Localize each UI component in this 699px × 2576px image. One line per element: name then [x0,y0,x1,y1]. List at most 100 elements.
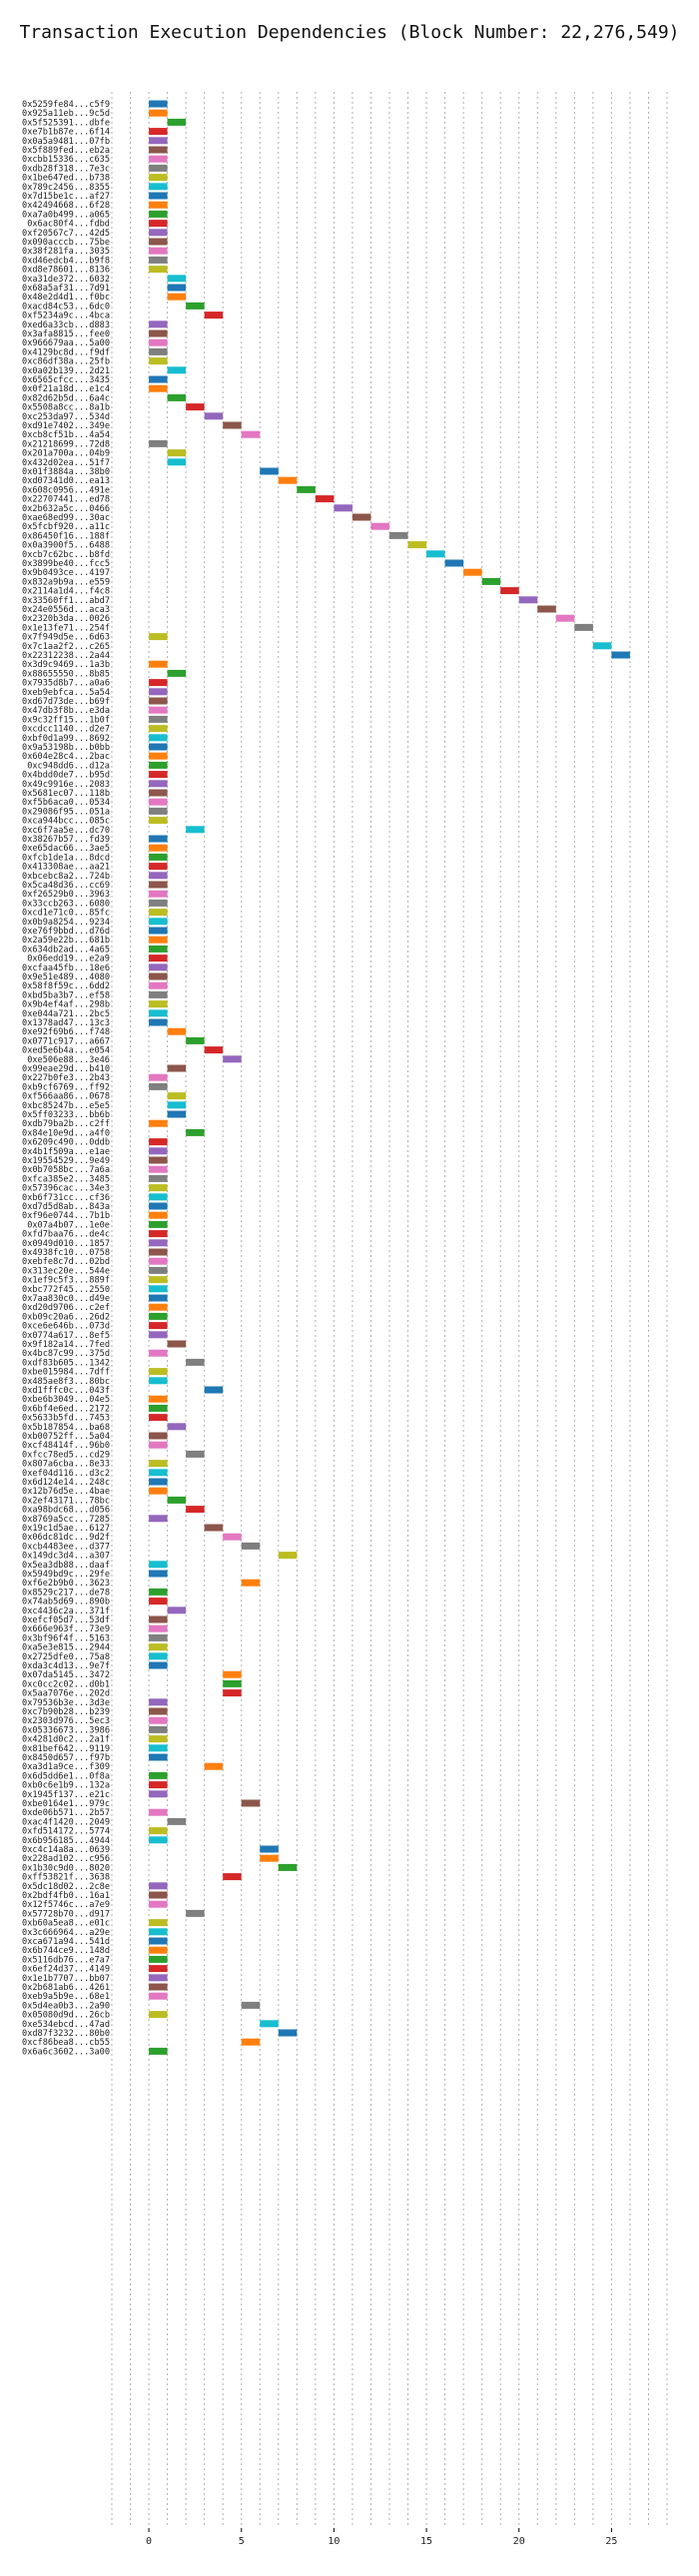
transaction-label: 0x604e28c4...2bac [22,752,110,762]
transaction-bar [149,706,168,714]
transaction-label: 0xd7d5d8ab...843a [22,1202,110,1212]
transaction-label: 0x3c666964...a29e [22,1928,110,1938]
transaction-label: 0x925a11eb...9c5d [22,109,110,119]
transaction-label: 0x313ec20e...544e [22,1266,110,1276]
transaction-bar [241,1542,261,1550]
transaction-label: 0xefcf05d7...53df [22,1615,110,1625]
transaction-label: 0x1378ad47...13c3 [22,1018,110,1028]
transaction-bar [149,347,168,355]
transaction-bar [223,1055,242,1063]
transaction-bar [149,881,168,889]
transaction-label: 0xbd5ba3b7...ef58 [22,990,110,1000]
transaction-bar [167,293,187,301]
transaction-label: 0x8529c217...de78 [22,1588,110,1598]
transaction-label: 0x0771c917...a667 [22,1036,110,1046]
transaction-bar [204,1046,224,1054]
transaction-bar [186,403,205,411]
transaction-label: 0x228ad102...c956 [22,1854,110,1864]
transaction-label: 0x634db2ad...4a65 [22,945,110,955]
transaction-label: 0xfcb1de1a...8dcd [22,853,110,863]
transaction-label: 0x0774a617...8ef5 [22,1331,110,1341]
transaction-label: 0xac4f1420...2049 [22,1817,110,1827]
x-tick-label: 20 [513,2536,525,2547]
transaction-label: 0x86450f16...188f [22,531,110,541]
transaction-bar [149,229,168,237]
transaction-label: 0xe65dac66...3ae5 [22,844,110,854]
transaction-bar [149,375,168,383]
transaction-bar [149,890,168,898]
transaction-label: 0xd91e7402...349e [22,421,110,431]
bars [149,100,630,2055]
transaction-bar [149,128,168,136]
transaction-label: 0xfd514172...5774 [22,1827,110,1837]
transaction-bar [149,807,168,815]
transaction-bar [186,1450,205,1458]
transaction-label: 0x21218699...72d8 [22,439,110,449]
transaction-bar [223,1873,242,1881]
transaction-label: 0x5ea3db88...daaf [22,1561,110,1571]
transaction-label: 0xe044a721...2bc5 [22,1009,110,1019]
transaction-label: 0xcf86bea8...cb55 [22,2038,110,2048]
transaction-label: 0x9b0493ce...4197 [22,568,110,578]
transaction-label: 0x227b0fe3...2b43 [22,1073,110,1083]
transaction-bar [149,1193,168,1201]
transaction-label: 0x608c0956...491e [22,485,110,495]
transaction-label: 0x33ccb263...6080 [22,899,110,909]
transaction-bar [149,1349,168,1357]
transaction-label: 0x82d62b5d...6a4c [22,393,110,403]
transaction-label: 0xce6e646b...073d [22,1322,110,1332]
transaction-label: 0x0a3900f5...6488 [22,541,110,551]
transaction-bar [407,541,427,549]
transaction-label: 0xfd7baa76...de4c [22,1230,110,1240]
transaction-label: 0x2303d976...5ec3 [22,1716,110,1726]
transaction-label: 0x8769a5cc...7285 [22,1515,110,1525]
transaction-label: 0xb6f731cc...cf36 [22,1193,110,1203]
transaction-bar [389,531,408,539]
y-axis-labels: 0x5259fe84...c5f90x925a11eb...9c5d0x5f52… [22,100,110,2057]
transaction-bar [167,669,187,677]
transaction-label: 0xcdcc1140...d2e7 [22,725,110,735]
transaction-bar [149,1624,168,1632]
transaction-label: 0xf26529b0...3963 [22,890,110,900]
transaction-label: 0x666e963f...73e9 [22,1624,110,1634]
transaction-label: 0x090acccb...75be [22,238,110,248]
transaction-bar [149,109,168,117]
transaction-label: 0xe76f9bbd...d76d [22,927,110,937]
transaction-label: 0x7aa830c0...d49e [22,1294,110,1304]
transaction-bar [149,321,168,328]
transaction-bar [149,1395,168,1403]
transaction-label: 0x149dc3d4...a307 [22,1552,110,1562]
transaction-label: 0x5116db76...e7a7 [22,1955,110,1965]
transaction-label: 0x4281d0c2...2a1f [22,1735,110,1745]
transaction-bar [204,1524,224,1532]
transaction-label: 0x9c32ff15...1b0f [22,715,110,725]
transaction-label: 0xca671a94...541d [22,1937,110,1947]
transaction-label: 0xf566aa86...0678 [22,1092,110,1102]
transaction-bar [149,798,168,806]
transaction-bar [149,780,168,788]
transaction-label: 0x1945f137...e21c [22,1790,110,1800]
transaction-bar [149,1974,168,1982]
transaction-bar [149,137,168,145]
transaction-bar [149,743,168,751]
transaction-bar [278,2029,298,2037]
transaction-bar [149,1285,168,1293]
transaction-label: 0x4b1f509a...e1ae [22,1147,110,1157]
transaction-label: 0xd20d9706...c2ef [22,1303,110,1313]
transaction-label: 0x79536b3e...3d3e [22,1698,110,1708]
transaction-bar [167,1027,187,1035]
transaction-bar [149,220,168,228]
transaction-bar [149,1220,168,1228]
transaction-bar [149,1119,168,1127]
transaction-bar [149,1716,168,1724]
transaction-bar [149,715,168,723]
transaction-bar [149,1900,168,1908]
transaction-bar [186,1036,205,1044]
transaction-label: 0x58f8f59c...6dd2 [22,981,110,991]
transaction-label: 0x5f525391...dbfe [22,118,110,128]
transaction-label: 0x19554529...9e49 [22,1156,110,1166]
transaction-bar [518,596,538,604]
transaction-bar [149,633,168,641]
transaction-label: 0x6d5dd6e1...0f8a [22,1771,110,1781]
transaction-bar [149,1073,168,1081]
